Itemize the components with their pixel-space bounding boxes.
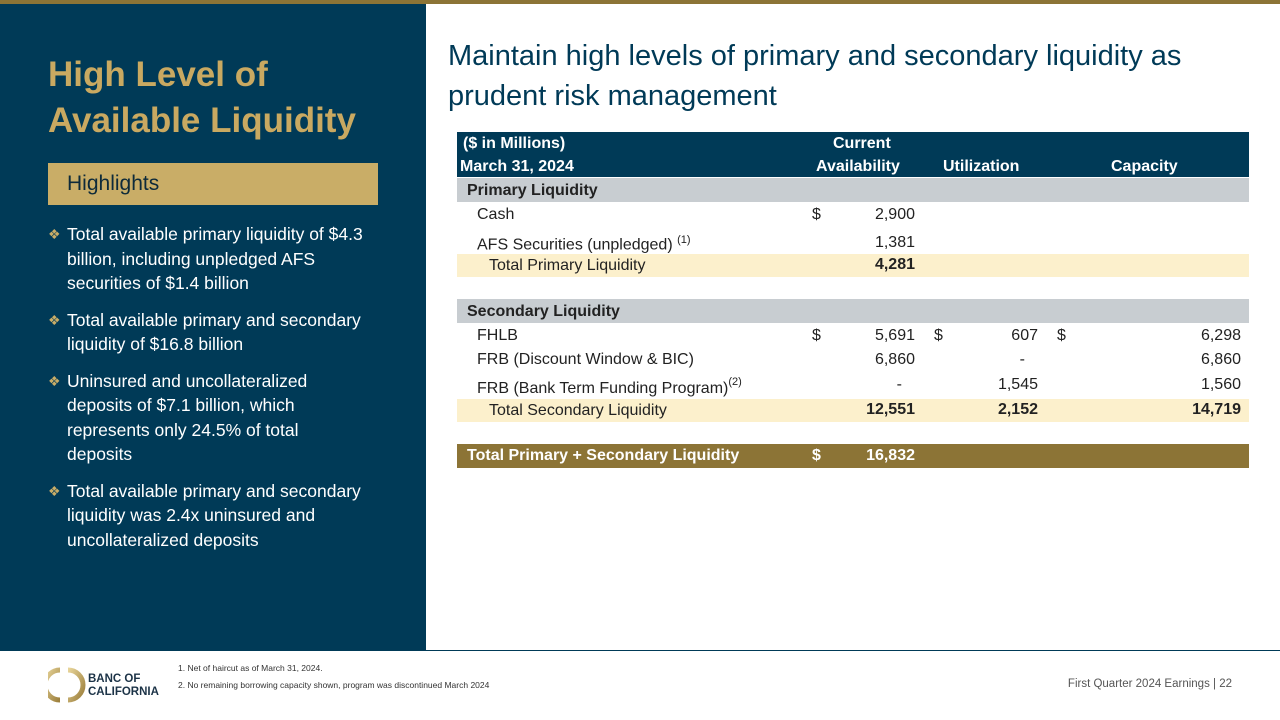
total-row: Total Secondary Liquidity 12,551 2,152 1…	[457, 399, 1249, 422]
currency: $	[934, 327, 943, 344]
row-label: Total Secondary Liquidity	[489, 402, 667, 419]
row-label: FRB (Discount Window & BIC)	[477, 351, 694, 368]
top-accent-bar	[0, 0, 1280, 4]
capacity: 6,298	[1200, 327, 1241, 344]
header-current: Current	[833, 135, 891, 152]
currency: $	[812, 327, 821, 344]
table-row: FRB (Bank Term Funding Program)(2) - 1,5…	[457, 376, 1249, 400]
utilization: 2,152	[997, 401, 1038, 418]
row-label: Total Primary + Secondary Liquidity	[467, 447, 740, 464]
title-line: High Level of	[48, 55, 268, 94]
bullet-text: Uninsured and uncollateralized deposits …	[67, 370, 308, 465]
availability: 12,551	[866, 401, 915, 418]
header-capacity: Capacity	[1111, 158, 1178, 175]
bullet-text: Total available primary liquidity of $4.…	[67, 224, 363, 293]
availability: 16,832	[866, 447, 915, 464]
row-label: Cash	[477, 206, 515, 223]
section-label: Primary Liquidity	[467, 182, 598, 199]
capacity: 1,560	[1200, 376, 1241, 393]
bank-logo: BANC OF CALIFORNIA	[42, 667, 159, 708]
row-label: FRB (Bank Term Funding Program)	[477, 380, 729, 397]
availability: 1,381	[874, 234, 915, 251]
utilization: -	[1019, 351, 1025, 368]
footnote: 1. Net of haircut as of March 31, 2024.	[178, 663, 323, 673]
availability: 6,860	[874, 351, 915, 368]
table-row: FHLB $ 5,691 $ 607 $ 6,298	[457, 327, 1249, 351]
table-row: AFS Securities (unpledged) (1) 1,381	[457, 232, 1249, 256]
row-label: FHLB	[477, 327, 518, 344]
utilization: 1,545	[997, 376, 1038, 393]
section-label: Secondary Liquidity	[467, 303, 620, 320]
logo-text: BANC OF	[88, 673, 141, 685]
availability: 4,281	[874, 256, 915, 273]
bullet: ❖ Total available primary and secondary l…	[48, 308, 368, 357]
header-units: ($ in Millions)	[463, 135, 566, 152]
section-primary: Primary Liquidity	[457, 178, 1249, 202]
left-panel	[0, 4, 426, 650]
footnotes: 1. Net of haircut as of March 31, 2024. …	[178, 660, 489, 694]
highlights-label: Highlights	[48, 163, 378, 205]
table-row: Cash $ 2,900	[457, 206, 1249, 230]
diamond-bullet-icon: ❖	[48, 482, 61, 499]
bullet-text: Total available primary and secondary li…	[67, 480, 361, 550]
slide-title: Maintain high levels of primary and seco…	[448, 40, 1182, 112]
header-date: March 31, 2024	[460, 158, 574, 175]
footnote-ref: (2)	[728, 376, 742, 388]
total-row: Total Primary Liquidity 4,281	[457, 254, 1249, 277]
logo-text: CALIFORNIA	[88, 686, 159, 698]
bullet: ❖ Total available primary liquidity of $4…	[48, 222, 368, 296]
header-utilization: Utilization	[943, 158, 1020, 175]
highlights-list: ❖ Total available primary liquidity of $4…	[48, 222, 368, 564]
utilization: 607	[1011, 327, 1038, 344]
bullet: ❖ Total available primary and secondary l…	[48, 479, 368, 553]
currency: $	[812, 447, 821, 464]
availability: 5,691	[874, 327, 915, 344]
currency: $	[1057, 327, 1066, 344]
bullet-text: Total available primary and secondary li…	[67, 309, 361, 355]
diamond-bullet-icon: ❖	[48, 226, 61, 242]
grand-total-row: Total Primary + Secondary Liquidity $ 16…	[457, 444, 1249, 468]
row-label: AFS Securities (unpledged)	[477, 236, 673, 254]
footnote: 2. No remaining borrowing capacity shown…	[178, 680, 490, 690]
currency: $	[812, 206, 821, 223]
availability: -	[896, 376, 902, 393]
header-availability: Availability	[816, 158, 900, 175]
diamond-bullet-icon: ❖	[48, 372, 61, 389]
page-number: First Quarter 2024 Earnings | 22	[1067, 678, 1232, 690]
footnote-ref: (1)	[677, 234, 691, 246]
footer-divider	[0, 650, 1280, 651]
table-row: FRB (Discount Window & BIC) 6,860 - 6,86…	[457, 351, 1249, 375]
panel-title: High Level of Available Liquidity	[48, 52, 356, 144]
capacity: 6,860	[1200, 351, 1241, 368]
section-secondary: Secondary Liquidity	[457, 299, 1249, 323]
capacity: 14,719	[1192, 401, 1241, 418]
bullet: ❖ Uninsured and uncollateralized deposits…	[48, 369, 368, 467]
diamond-bullet-icon: ❖	[48, 311, 61, 328]
table-header: ($ in Millions) March 31, 2024 Current A…	[457, 132, 1249, 177]
title-line: Available Liquidity	[48, 101, 356, 140]
availability: 2,900	[874, 206, 915, 223]
row-label: Total Primary Liquidity	[489, 257, 646, 274]
